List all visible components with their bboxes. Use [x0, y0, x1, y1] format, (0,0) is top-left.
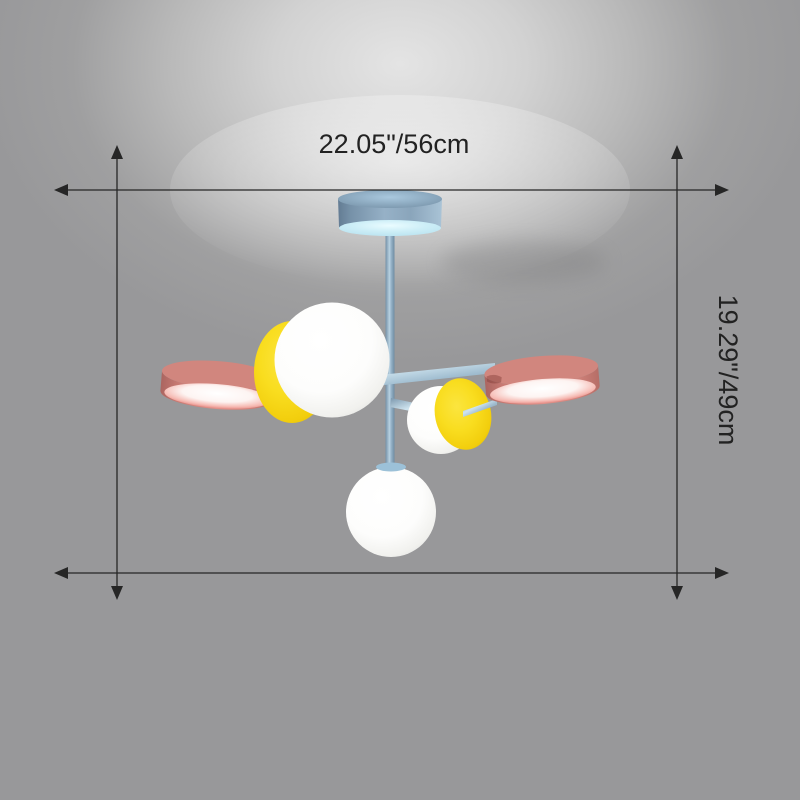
svg-text:22.05"/56cm: 22.05"/56cm: [319, 129, 470, 159]
svg-text:19.29"/49cm: 19.29"/49cm: [713, 295, 743, 446]
